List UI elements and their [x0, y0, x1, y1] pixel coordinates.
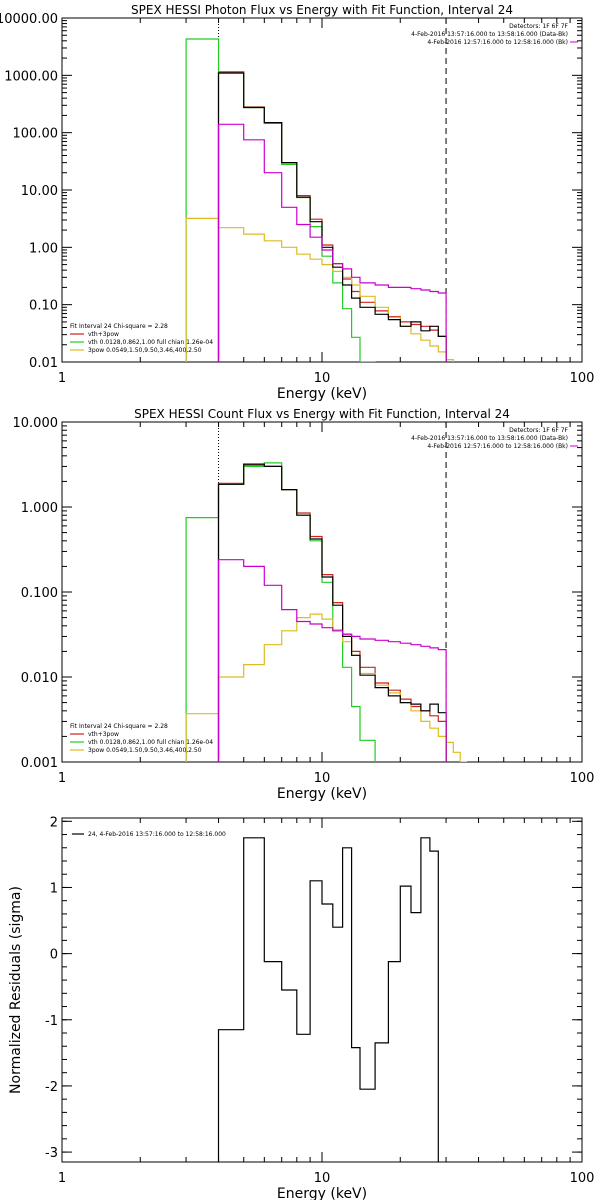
x-axis-label: Energy (keV): [277, 1186, 367, 1200]
series-group: [185, 38, 454, 362]
y-tick-label: 10.00: [21, 184, 58, 199]
series-group: [185, 462, 468, 762]
chart-panel-3: 1 10 100 Energy (keV) -3 -2 -1 0 1 2 Normalized Re…: [8, 815, 595, 1202]
chart-title: SPEX HESSI Count Flux vs Energy with Fit…: [134, 407, 510, 421]
header-text: 4-Feb-2016 12:57:16.000 to 12:58:16.000 …: [427, 443, 568, 450]
y-tick-label: 10.000: [13, 416, 59, 431]
x-tick-label: 100: [570, 1171, 595, 1186]
legend-title: Fit Interval 24 Chi-square = 2.28: [70, 723, 168, 730]
series-line-bk: [217, 123, 447, 362]
y-tick-label: -1: [45, 1014, 58, 1029]
y-tick-label: 0: [50, 948, 58, 963]
y-tick-label: 0.10: [29, 299, 58, 314]
x-tick-label: 100: [570, 371, 595, 386]
y-tick-label: -2: [45, 1080, 58, 1095]
legend-entry: 3pow 0.0549,1.50,9.50,3.46,400,2.50: [88, 747, 202, 754]
header-text: 4-Feb-2016 13:57:16.000 to 13:58:16.000 …: [411, 435, 568, 442]
y-tick-label: 2: [50, 815, 58, 830]
x-tick-label: 1: [58, 371, 66, 386]
series-line-bk: [217, 559, 447, 762]
x-tick-label: 1: [58, 771, 66, 786]
legend-entry: vth 0.0128,0.862,1.00 full chian 1.26e-0…: [88, 739, 213, 746]
y-tick-label: 1000.00: [4, 69, 58, 84]
x-axis-label: Energy (keV): [277, 386, 367, 402]
legend-entry: vth+3pow: [88, 731, 119, 738]
legend-entry: 24, 4-Feb-2016 13:57:16.000 to 12:58:16.…: [88, 831, 226, 838]
header-text: Detectors: 1F 6F 7F: [509, 427, 568, 434]
chart-panel-2: SPEX HESSI Count Flux vs Energy with Fit…: [13, 407, 595, 802]
series-line-3pow: [185, 613, 468, 762]
series-group: [217, 837, 439, 1162]
y-tick-label: 0.100: [21, 586, 58, 601]
series-line-residuals: [217, 837, 439, 1162]
series-line-vth: [185, 462, 376, 762]
header-text: Detectors: 1F 6F 7F: [509, 23, 568, 30]
plot-frame: [61, 817, 583, 1163]
legend-entry: 3pow 0.0549,1.50,9.50,3.46,400,2.50: [88, 347, 202, 354]
y-tick-label: 100.00: [13, 127, 59, 142]
header-text: 4-Feb-2016 13:57:16.000 to 13:58:16.000 …: [411, 31, 568, 38]
y-tick-label: 1.000: [21, 501, 58, 516]
plot-frame: [61, 17, 583, 363]
y-axis-label: Normalized Residuals (sigma): [8, 886, 24, 1094]
plot-frame: [61, 421, 583, 763]
y-tick-label: 1.00: [29, 241, 58, 256]
y-tick-label: 0.001: [21, 756, 58, 771]
y-tick-label: 0.010: [21, 671, 58, 686]
series-line-data-bk: [217, 72, 447, 362]
x-tick-label: 1: [58, 1171, 66, 1186]
x-tick-label: 10: [314, 771, 331, 786]
y-tick-label: -3: [45, 1146, 58, 1161]
x-tick-label: 10: [314, 371, 331, 386]
x-tick-label: 10: [314, 1171, 331, 1186]
legend-entry: vth 0.0128,0.862,1.00 full chian 1.26e-0…: [88, 339, 213, 346]
x-axis-label: Energy (keV): [277, 786, 367, 802]
header-text: 4-Feb-2016 12:57:16.000 to 12:58:16.000 …: [427, 39, 568, 46]
series-line-3pow: [185, 217, 454, 362]
y-tick-label: 0.01: [29, 356, 58, 371]
series-line-vth-3pow: [217, 71, 447, 362]
x-tick-label: 100: [570, 771, 595, 786]
y-tick-label: 10000.00: [0, 12, 58, 27]
series-line-vth: [185, 38, 376, 362]
legend-title: Fit Interval 24 Chi-square = 2.28: [70, 323, 168, 330]
chart-title: SPEX HESSI Photon Flux vs Energy with Fi…: [131, 3, 513, 17]
legend-entry: vth+3pow: [88, 331, 119, 338]
chart-panel-1: SPEX HESSI Photon Flux vs Energy with Fi…: [0, 3, 594, 402]
series-line-data-bk: [217, 463, 447, 762]
y-tick-label: 1: [50, 881, 58, 896]
